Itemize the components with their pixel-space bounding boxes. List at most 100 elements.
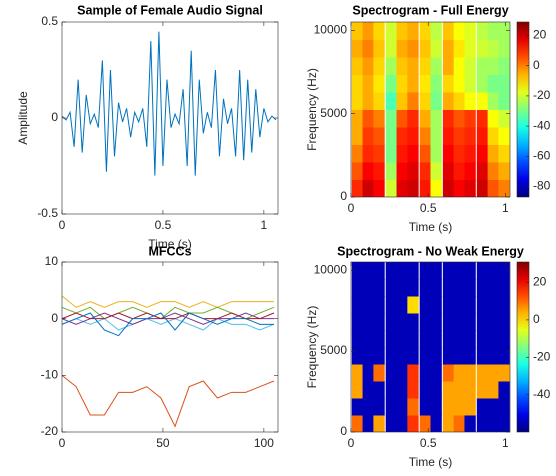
heatmap-cell	[407, 39, 419, 58]
heatmap-cell	[464, 313, 476, 331]
heatmap-cell	[396, 313, 408, 331]
heatmap-cell	[464, 347, 476, 365]
heatmap-cell	[373, 92, 385, 110]
heatmap-cell	[464, 415, 476, 432]
heatmap-cell	[430, 57, 442, 75]
heatmap-cell	[487, 109, 499, 128]
heatmap-cell	[351, 415, 364, 432]
colorbar	[516, 261, 530, 433]
heatmap-cell	[373, 144, 385, 163]
heatmap-cell	[373, 262, 385, 280]
heatmap-cell	[487, 57, 499, 75]
heatmap-cell	[453, 381, 465, 399]
heatmap-cell	[430, 39, 442, 58]
heatmap-cell	[373, 39, 385, 58]
heatmap-cell	[385, 279, 398, 297]
heatmap-cell	[351, 162, 364, 180]
heatmap-cell	[419, 381, 431, 399]
heatmap-cell	[453, 92, 465, 110]
heatmap-cell	[430, 22, 442, 40]
line	[62, 31, 277, 176]
heatmap-cell	[453, 109, 465, 128]
heatmap-cell	[385, 162, 398, 180]
heatmap-cell	[419, 279, 431, 297]
heatmap-cell	[442, 162, 455, 180]
heatmap-cell	[442, 415, 455, 432]
heatmap-cell	[464, 364, 476, 382]
heatmap-cell	[453, 415, 465, 432]
heatmap-cell	[487, 364, 499, 382]
heatmap-cell	[373, 279, 385, 297]
heatmap-cell	[453, 296, 465, 314]
heatmap-cell	[442, 92, 455, 110]
x-tick-label: 0	[348, 436, 355, 450]
heatmap-cell	[385, 347, 398, 365]
y-tick-label: -0.5	[37, 206, 58, 220]
heatmap-cell	[498, 381, 510, 399]
heatmap-cell	[351, 127, 364, 145]
heatmap-cell	[407, 262, 419, 280]
heatmap-cell	[442, 330, 455, 348]
heatmap-cell	[407, 74, 419, 93]
heatmap-cell	[476, 22, 489, 40]
heatmap-cell	[407, 279, 419, 297]
heatmap-cell	[419, 162, 431, 180]
heatmap-cell	[351, 364, 364, 382]
y-axis-label: Amplitude	[16, 91, 30, 145]
heatmap-cell	[487, 22, 499, 40]
heatmap-cell	[373, 364, 385, 382]
heatmap-cell	[442, 364, 455, 382]
heatmap-cell	[351, 39, 364, 58]
heatmap-cell	[362, 74, 374, 93]
heatmap-cell	[430, 127, 442, 145]
heatmap-cell	[464, 162, 476, 180]
heatmap-cell	[430, 364, 442, 382]
colorbar-tick-label: -60	[533, 148, 551, 162]
heatmap-cell	[498, 39, 510, 58]
heatmap-cell	[385, 398, 398, 416]
x-tick-label: 100	[254, 436, 274, 450]
heatmap-cell	[396, 364, 408, 382]
heatmap-cell	[442, 22, 455, 40]
heatmap-cell	[362, 262, 374, 280]
heatmap-cell	[362, 92, 374, 110]
subplot: -80 -60 -40 -20 0 20 0 0.5 1 0 5000 10000 Spectrogra…	[305, 3, 550, 234]
heatmap-cell	[373, 109, 385, 128]
heatmap-cell	[407, 179, 419, 197]
heatmap-cell	[430, 381, 442, 399]
heatmap-cell	[419, 179, 431, 197]
heatmap-cell	[498, 109, 510, 128]
heatmap-cell	[396, 22, 408, 40]
y-tick-label: 0	[340, 424, 347, 438]
heatmap-cell	[362, 296, 374, 314]
heatmap-cell	[498, 415, 510, 432]
axes-box	[61, 261, 279, 433]
heatmap-cell	[487, 313, 499, 331]
heatmap-cell	[407, 347, 419, 365]
heatmap-cell	[476, 57, 489, 75]
heatmap-cell	[453, 22, 465, 40]
heatmap-cell	[385, 262, 398, 280]
heatmap-cell	[442, 109, 455, 128]
heatmap-cell	[430, 313, 442, 331]
heatmap-cell	[351, 262, 364, 280]
heatmap-cell	[464, 74, 476, 93]
line	[62, 374, 275, 428]
colorbar-tick-label: 20	[533, 275, 547, 289]
heatmap-cell	[476, 296, 489, 314]
y-tick-label: 10000	[314, 262, 348, 276]
heatmap-cell	[373, 74, 385, 93]
colorbar	[516, 21, 530, 198]
heatmap-cell	[373, 347, 385, 365]
line	[62, 312, 275, 320]
axes-title: Spectrogram - No Weak Energy	[337, 244, 524, 258]
heatmap-cell	[407, 330, 419, 348]
heatmap-cell	[442, 398, 455, 416]
axes-box	[350, 21, 511, 198]
heatmap-cell	[487, 179, 499, 197]
heatmap-cell	[442, 179, 455, 197]
heatmap-cell	[407, 313, 419, 331]
heatmap-cell	[498, 162, 510, 180]
heatmap-cell	[419, 127, 431, 145]
heatmap-cell	[351, 347, 364, 365]
